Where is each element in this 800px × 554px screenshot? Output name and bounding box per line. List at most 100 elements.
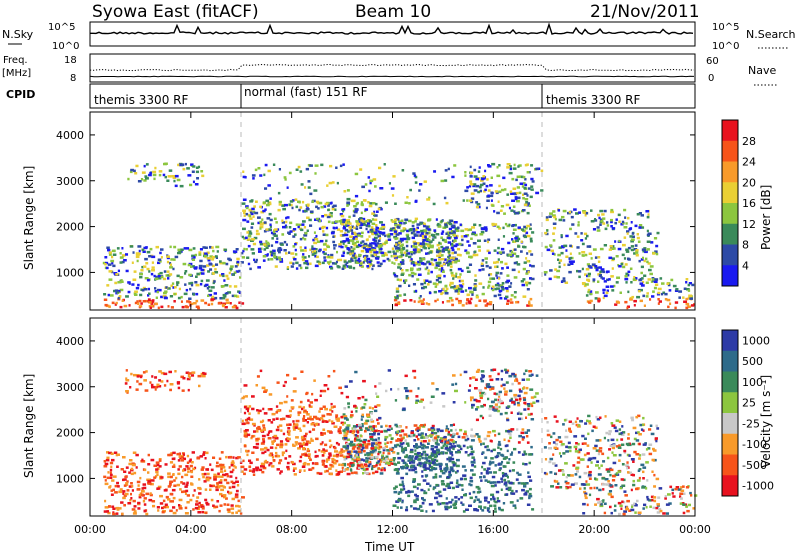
scatter-point (195, 305, 200, 308)
scatter-point (310, 437, 313, 441)
scatter-point (460, 269, 464, 273)
scatter-point (473, 223, 477, 226)
scatter-point (617, 446, 622, 449)
scatter-point (264, 187, 268, 190)
scatter-point (486, 199, 490, 202)
scatter-point (345, 239, 350, 242)
scatter-point (234, 493, 239, 496)
scatter-point (621, 443, 625, 446)
scatter-point (445, 427, 450, 431)
scatter-point (364, 453, 367, 457)
scatter-point (614, 473, 618, 476)
scatter-point (586, 245, 591, 248)
scatter-point (440, 236, 443, 239)
scatter-point (364, 442, 367, 446)
scatter-point (444, 240, 448, 243)
scatter-point (430, 426, 435, 430)
scatter-point (350, 410, 353, 414)
scatter-point (318, 449, 321, 452)
scatter-point (229, 302, 232, 305)
scatter-point (490, 440, 493, 443)
scatter-point (344, 434, 348, 438)
scatter-point (516, 175, 521, 178)
scatter-point (106, 510, 110, 513)
scatter-point (391, 194, 395, 197)
scatter-point (373, 431, 376, 435)
scatter-point (355, 425, 358, 428)
scatter-point (509, 501, 514, 504)
scatter-point (470, 291, 474, 294)
scatter-point (308, 255, 311, 258)
scatter-point (472, 461, 476, 464)
scatter-point (360, 448, 364, 452)
scatter-point (480, 479, 483, 482)
scatter-point (413, 507, 417, 510)
scatter-point (381, 454, 385, 457)
scatter-point (513, 276, 518, 279)
scatter-point (459, 447, 463, 451)
scatter-point (267, 437, 272, 440)
scatter-point (425, 436, 429, 439)
colorbar-frame (721, 119, 739, 287)
scatter-point (473, 508, 478, 511)
scatter-point (379, 237, 382, 240)
scatter-point (466, 437, 470, 441)
scatter-point (526, 304, 530, 307)
scatter-point (499, 412, 503, 416)
scatter-point (193, 489, 196, 492)
scatter-point (141, 487, 144, 490)
scatter-point (192, 265, 195, 268)
scatter-point (503, 482, 508, 486)
scatter-point (439, 467, 443, 471)
scatter-point (370, 412, 374, 415)
scatter-point (125, 369, 128, 372)
scatter-point (597, 300, 601, 303)
scatter-point (513, 163, 516, 167)
scatter-point (200, 272, 205, 275)
scatter-point (502, 465, 507, 468)
scatter-point (349, 440, 354, 444)
scatter-point (495, 260, 499, 264)
scatter-point (549, 244, 553, 247)
scatter-point (331, 460, 334, 463)
colorbar-tick: 12 (742, 218, 756, 231)
scatter-point (477, 438, 481, 441)
scatter-point (385, 461, 389, 464)
scatter-point (288, 423, 292, 426)
scatter-point (452, 447, 455, 451)
scatter-point (487, 385, 492, 389)
scatter-point (299, 246, 302, 249)
scatter-point (275, 417, 279, 420)
scatter-point (331, 457, 335, 461)
scatter-point (669, 302, 672, 305)
scatter-point (492, 495, 495, 499)
scatter-point (186, 247, 190, 250)
scatter-point (514, 197, 518, 201)
scatter-point (630, 245, 635, 248)
scatter-point (565, 482, 570, 485)
scatter-point (323, 248, 327, 251)
scatter-point (642, 280, 645, 284)
scatter-point (291, 206, 294, 210)
scatter-point (349, 415, 353, 419)
scatter-point (122, 478, 125, 482)
scatter-point (653, 473, 656, 477)
scatter-point (525, 386, 529, 390)
scatter-point (167, 277, 170, 280)
scatter-point (409, 268, 414, 272)
scatter-point (177, 163, 181, 167)
scatter-point (567, 263, 571, 266)
scatter-point (110, 465, 113, 469)
scatter-point (359, 439, 363, 443)
scatter-point (270, 244, 274, 247)
scatter-point (594, 256, 598, 259)
scatter-point (399, 434, 403, 437)
scatter-point (526, 252, 529, 255)
scatter-point (488, 407, 493, 411)
scatter-point (586, 274, 589, 278)
scatter-point (152, 173, 157, 177)
scatter-point (493, 261, 497, 264)
scatter-point (389, 233, 394, 236)
scatter-point (449, 256, 454, 260)
scatter-point (477, 245, 481, 249)
